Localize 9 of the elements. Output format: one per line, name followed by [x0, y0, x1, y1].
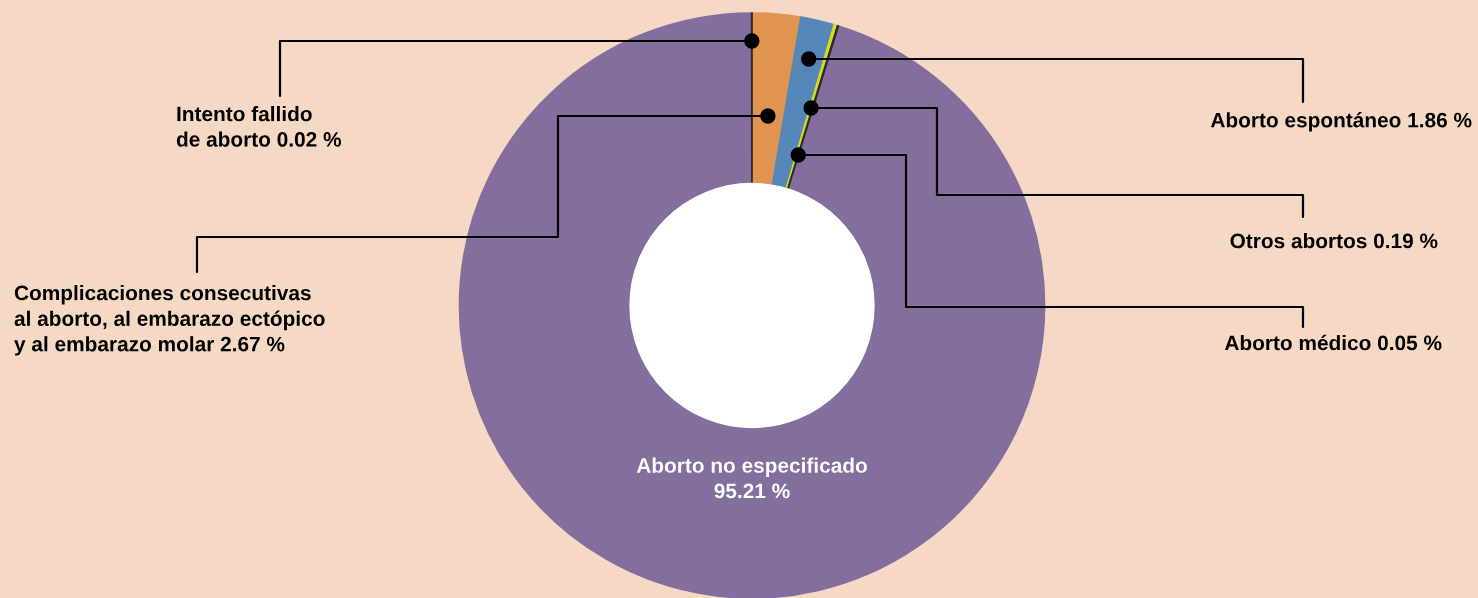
slice-label: Complicaciones consecutivas al aborto, al embarazo ectópico y al embarazo molar 2.67 % [14, 285, 325, 356]
donut-slice [751, 12, 802, 187]
data-label: 95.21 % [714, 483, 790, 499]
donut-slice [771, 16, 835, 190]
slice-label: Aborto médico 0.05 % [1224, 334, 1442, 351]
slice-label: Aborto no especificado [636, 457, 867, 477]
slice-label: Aborto espontáneo 1.86 % [1210, 112, 1472, 132]
slice-label: Intento fallido de aborto 0.02 % [176, 106, 342, 147]
slice-label: Otros abortos 0.19 % [1230, 233, 1438, 249]
